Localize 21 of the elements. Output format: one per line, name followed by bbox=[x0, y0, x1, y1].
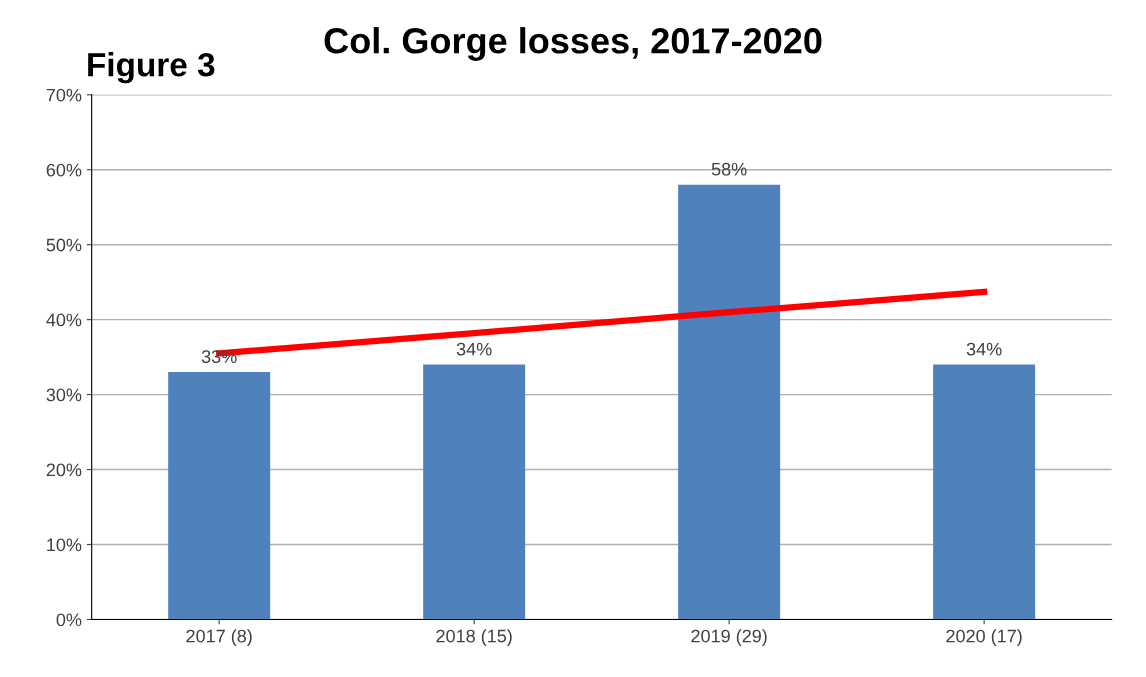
y-tick-label: 30% bbox=[46, 388, 82, 402]
bar bbox=[933, 364, 1036, 620]
data-label: 34% bbox=[966, 342, 1002, 356]
y-tick-label: 0% bbox=[56, 613, 82, 627]
bar bbox=[423, 364, 526, 620]
x-tick-label: 2019 (29) bbox=[691, 629, 767, 646]
bar bbox=[168, 372, 271, 620]
bar bbox=[678, 184, 781, 620]
chart-title: Col. Gorge losses, 2017-2020 bbox=[324, 27, 822, 61]
y-tick-label: 40% bbox=[46, 313, 82, 327]
x-tick-label: 2018 (15) bbox=[436, 629, 512, 646]
data-label: 58% bbox=[711, 162, 747, 176]
y-tick-label: 20% bbox=[46, 463, 82, 477]
caption: Figure 3 bbox=[88, 52, 215, 84]
x-tick-label: 2020 (17) bbox=[946, 629, 1022, 646]
data-label: 34% bbox=[456, 342, 492, 356]
y-tick-label: 10% bbox=[47, 538, 82, 552]
y-tick-label: 50% bbox=[46, 238, 82, 252]
x-tick-label: 2017 (8) bbox=[186, 629, 252, 646]
y-tick-label: 70% bbox=[46, 88, 82, 102]
y-tick-label: 60% bbox=[46, 163, 82, 177]
